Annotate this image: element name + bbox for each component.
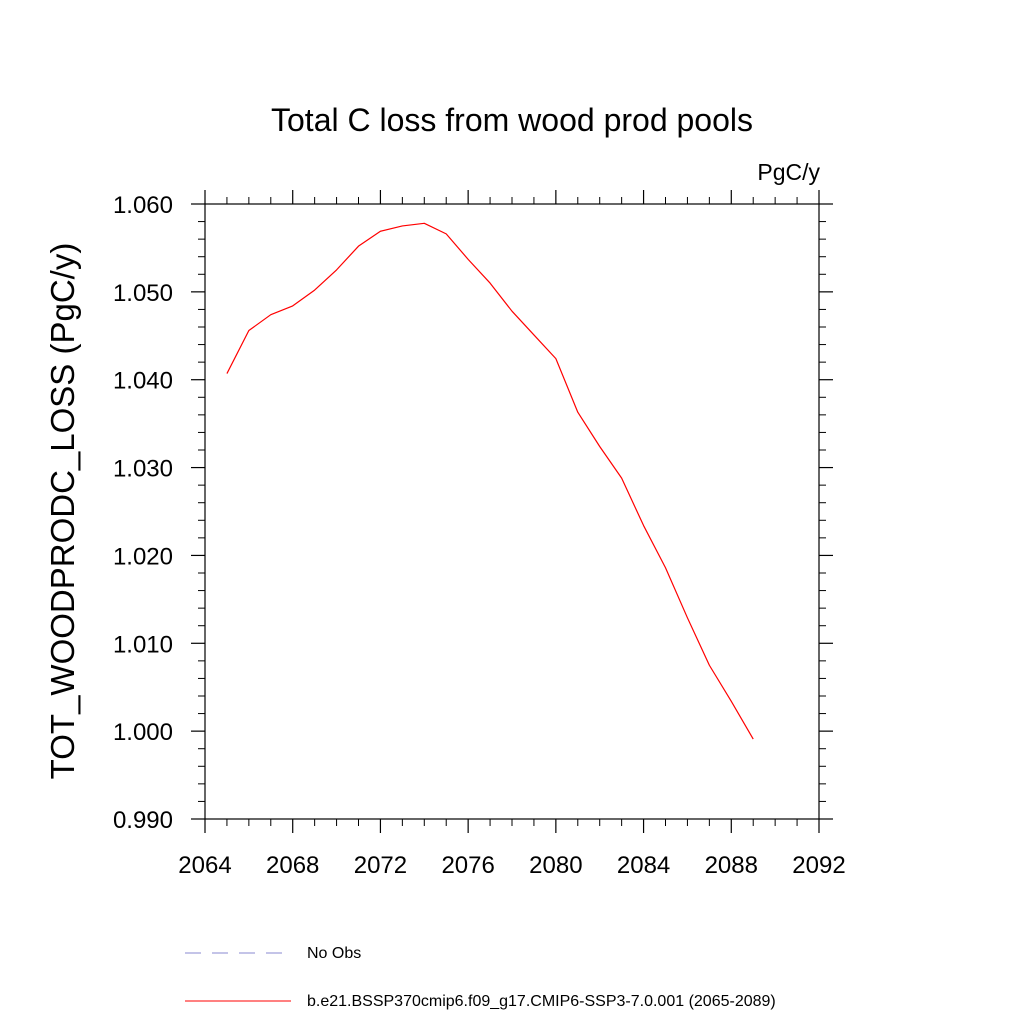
y-tick-label: 1.040: [113, 368, 173, 395]
series-line-0: [226, 222, 754, 740]
axis-ticks: [191, 190, 833, 833]
y-tick-label: 0.990: [113, 807, 173, 834]
legend-label-model-run: b.e21.BSSP370cmip6.f09_g17.CMIP6-SSP3-7.…: [307, 993, 776, 1010]
chart-title: Total C loss from wood prod pools: [271, 102, 753, 138]
series-layer: [226, 222, 754, 740]
x-tick-label: 2072: [354, 852, 407, 879]
legend-label-no-obs: No Obs: [307, 945, 361, 962]
y-tick-label: 1.060: [113, 192, 173, 219]
y-tick-label: 1.030: [113, 456, 173, 483]
x-tick-label: 2092: [792, 852, 845, 879]
y-tick-label: 1.050: [113, 280, 173, 307]
x-tick-label: 2076: [441, 852, 494, 879]
y-tick-label: 1.020: [113, 543, 173, 570]
tick-labels: 2064 2068 2072 2076 2080 2084 2088 2092 0.990 1.0…: [113, 192, 846, 879]
x-tick-label: 2088: [705, 852, 758, 879]
y-axis-label: TOT_WOODPRODC_LOSS (PgC/y): [44, 243, 81, 780]
y-tick-label: 1.010: [113, 631, 173, 658]
x-tick-label: 2068: [266, 852, 319, 879]
y-tick-label: 1.000: [113, 719, 173, 746]
legend: No Obs b.e21.BSSP370cmip6.f09_g17.CMIP6-…: [185, 945, 776, 1010]
plot-frame: [204, 203, 820, 820]
x-tick-label: 2080: [529, 852, 582, 879]
x-tick-label: 2084: [617, 852, 670, 879]
x-tick-label: 2064: [178, 852, 231, 879]
units-label: PgC/y: [757, 159, 820, 185]
